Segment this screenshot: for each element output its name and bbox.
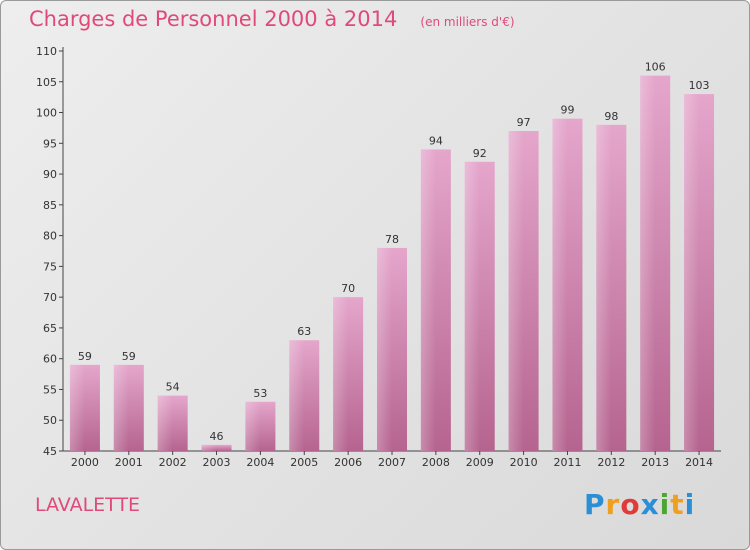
x-tick-label: 2011 <box>553 456 581 469</box>
bar-value-label: 92 <box>473 147 487 160</box>
bar-value-label: 59 <box>122 350 136 363</box>
y-tick-label: 60 <box>43 353 57 366</box>
y-tick-label: 70 <box>43 291 57 304</box>
y-tick-label: 105 <box>36 76 57 89</box>
logo-letter: o <box>620 488 641 521</box>
y-tick-label: 45 <box>43 445 57 458</box>
logo-letter: i <box>684 488 696 521</box>
y-tick-label: 95 <box>43 137 57 150</box>
proxiti-logo: Proxiti <box>584 488 695 521</box>
x-tick-label: 2013 <box>641 456 669 469</box>
x-tick-label: 2012 <box>597 456 625 469</box>
bar-value-label: 97 <box>517 116 531 129</box>
x-tick-label: 2004 <box>246 456 274 469</box>
bar-value-label: 53 <box>253 387 267 400</box>
title-row: Charges de Personnel 2000 à 2014 (en mil… <box>29 7 515 31</box>
x-tick-label: 2000 <box>71 456 99 469</box>
y-tick-label: 75 <box>43 260 57 273</box>
bar-highlight <box>508 131 524 451</box>
logo-letter: r <box>605 488 621 521</box>
x-tick-label: 2001 <box>115 456 143 469</box>
bar-highlight <box>596 124 612 451</box>
logo-letter: t <box>670 488 685 521</box>
bar-highlight <box>333 297 349 451</box>
logo-letter: P <box>584 488 606 521</box>
bar-value-label: 70 <box>341 282 355 295</box>
bars <box>69 75 715 452</box>
chart-subtitle: (en milliers d'€) <box>420 15 515 29</box>
bar-highlight <box>157 395 173 451</box>
x-tick-label: 2009 <box>466 456 494 469</box>
x-tick-label: 2006 <box>334 456 362 469</box>
y-tick-label: 55 <box>43 383 57 396</box>
y-tick-label: 110 <box>36 45 57 58</box>
value-labels: 59 59 54 46 53 63 70 78 94 92 97 99 98 106 103 <box>78 61 710 443</box>
bar-value-label: 99 <box>560 104 574 117</box>
x-tick-label: 2002 <box>159 456 187 469</box>
bar-highlight <box>69 364 85 451</box>
x-tick-label: 2008 <box>422 456 450 469</box>
x-tick-label: 2014 <box>685 456 713 469</box>
y-tick-label: 50 <box>43 414 57 427</box>
y-tick-label: 85 <box>43 199 57 212</box>
y-tick-label: 80 <box>43 230 57 243</box>
chart-title: Charges de Personnel 2000 à 2014 <box>29 7 398 31</box>
bar-highlight <box>640 75 656 451</box>
bar-value-label: 98 <box>604 110 618 123</box>
bar-value-label: 59 <box>78 350 92 363</box>
y-tick-label: 100 <box>36 107 57 120</box>
axes: 45 50 55 60 65 70 75 80 85 90 95 100 105 110 2000 2001 2… <box>36 45 721 469</box>
bar-highlight <box>552 118 568 451</box>
y-tick-label: 90 <box>43 168 57 181</box>
bar-value-label: 103 <box>689 79 710 92</box>
bar-value-label: 94 <box>429 134 443 147</box>
logo-letter: x <box>640 488 660 521</box>
bar-highlight <box>245 401 261 451</box>
bar-highlight <box>113 364 129 451</box>
logo-letter: i <box>659 488 671 521</box>
bar-value-label: 63 <box>297 325 311 338</box>
bar-highlight <box>377 247 392 451</box>
x-tick-label: 2003 <box>203 456 231 469</box>
bar-value-label: 54 <box>166 381 180 394</box>
bar-highlight <box>464 161 480 451</box>
x-tick-label: 2010 <box>510 456 538 469</box>
y-tick-label: 65 <box>43 322 57 335</box>
x-tick-label: 2005 <box>290 456 318 469</box>
commune-name: LAVALETTE <box>35 494 141 516</box>
x-tick-label: 2007 <box>378 456 406 469</box>
bar-value-label: 78 <box>385 233 399 246</box>
bar-highlight <box>420 149 436 451</box>
bar-value-label: 106 <box>645 61 666 74</box>
bar-highlight <box>289 340 305 451</box>
bar-value-label: 46 <box>210 430 224 443</box>
bar-highlight <box>684 94 700 452</box>
bar-highlight <box>201 444 217 451</box>
